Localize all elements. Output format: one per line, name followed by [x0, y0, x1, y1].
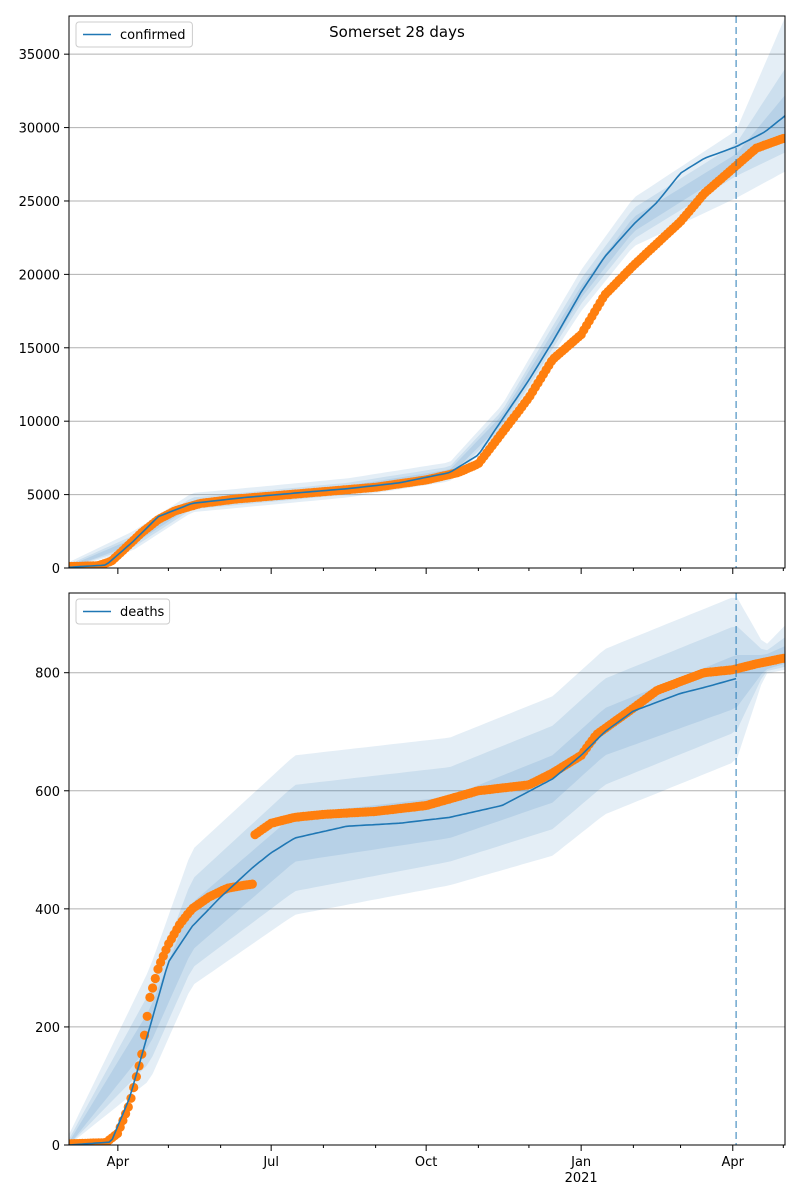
x-tick-label: Jan — [570, 1155, 591, 1170]
observed-point — [142, 1011, 152, 1021]
x-tick-label: Jul — [262, 1155, 279, 1170]
observed-point — [148, 983, 158, 993]
y-tick-label: 0 — [52, 1139, 60, 1154]
y-tick-label: 200 — [35, 1021, 60, 1036]
y-tick-label: 25000 — [19, 195, 60, 210]
y-tick-label: 800 — [35, 667, 60, 682]
model-line-deaths — [69, 677, 737, 1145]
band-outer — [69, 597, 785, 1145]
y-tick-label: 20000 — [19, 268, 60, 283]
y-tick-label: 0 — [52, 562, 60, 577]
observed-point — [247, 879, 257, 889]
observed-point — [150, 973, 160, 984]
model-line-confirmed — [69, 115, 785, 568]
figure-title: Somerset 28 days — [329, 23, 465, 41]
confirmed-panel: 0 5000 10000 15000 20000 25000 30000 35000 confi… — [19, 15, 786, 577]
y-tick-label: 5000 — [27, 489, 60, 504]
legend: confirmed — [75, 21, 193, 48]
band-outer — [69, 17, 785, 568]
legend-box — [75, 598, 171, 625]
axes-frame — [68, 15, 786, 569]
axes-frame — [68, 592, 786, 1146]
observed-point — [145, 992, 155, 1003]
legend: deaths — [75, 598, 171, 625]
y-tick-label: 30000 — [19, 122, 60, 137]
observed-point — [778, 133, 785, 144]
data-layer — [69, 17, 785, 568]
band-middle — [69, 68, 785, 568]
band-inner — [69, 95, 785, 568]
y-tick-label: 400 — [35, 903, 60, 918]
y-tick-label: 35000 — [19, 48, 60, 63]
x-tick-label: Oct — [415, 1155, 437, 1170]
y-tick-label: 15000 — [19, 342, 60, 357]
observed-point — [778, 653, 785, 663]
y-tick-label: 600 — [35, 785, 60, 800]
legend-box — [75, 21, 193, 48]
y-tick-label: 10000 — [19, 415, 60, 430]
x-tick-label: Apr — [107, 1155, 130, 1170]
x-tick-label: Apr — [722, 1155, 745, 1170]
x-tick-sublabel: 2021 — [565, 1171, 598, 1186]
legend-label: confirmed — [120, 28, 186, 43]
data-layer — [69, 597, 785, 1145]
band-middle — [69, 626, 785, 1145]
legend-label: deaths — [120, 605, 165, 620]
